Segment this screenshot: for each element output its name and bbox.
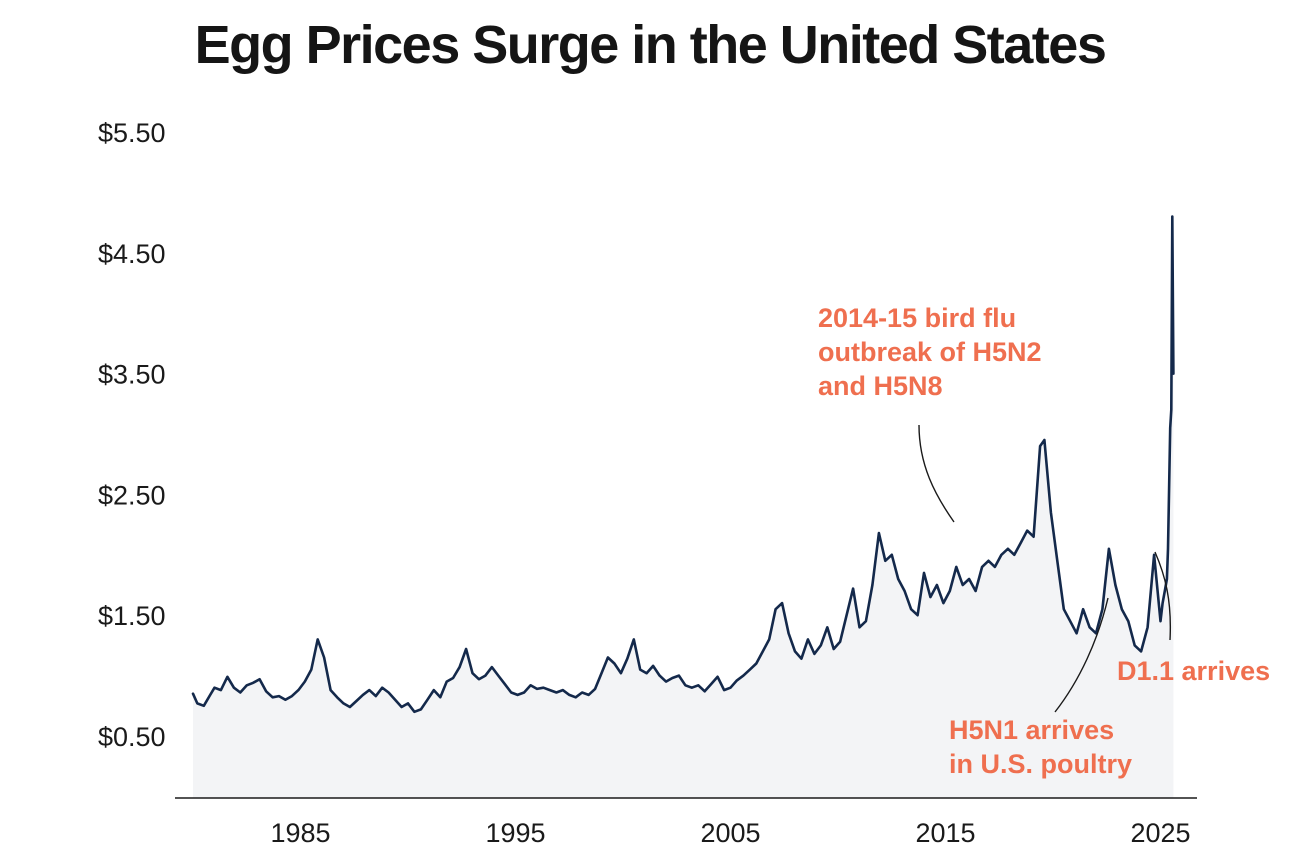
annotation-d11-arrives-text: D1.1 arrives bbox=[1117, 656, 1270, 686]
y-tick-label: $0.50 bbox=[98, 722, 166, 752]
annotation-h5n1-arrives-text: in U.S. poultry bbox=[949, 749, 1132, 779]
x-tick-label: 2015 bbox=[915, 818, 975, 848]
price-area bbox=[193, 216, 1174, 799]
y-tick-label: $4.50 bbox=[98, 239, 166, 269]
x-tick-label: 2005 bbox=[700, 818, 760, 848]
price-line bbox=[191, 215, 1175, 714]
x-tick-label: 1995 bbox=[485, 818, 545, 848]
annotation-2014-15-outbreak-text: and H5N8 bbox=[818, 371, 943, 401]
y-tick-label: $5.50 bbox=[98, 118, 166, 148]
y-tick-label: $3.50 bbox=[98, 360, 166, 390]
chart-title: Egg Prices Surge in the United States bbox=[194, 15, 1107, 75]
y-tick-label: $1.50 bbox=[98, 601, 166, 631]
x-tick-label: 2025 bbox=[1130, 818, 1190, 848]
annotation-2014-15-outbreak-text: outbreak of H5N2 bbox=[818, 337, 1042, 367]
annotation-h5n1-arrives-leader bbox=[1054, 597, 1109, 713]
annotation-2014-15-outbreak-leader bbox=[918, 424, 955, 523]
annotation-h5n1-arrives-text: H5N1 arrives bbox=[949, 715, 1114, 745]
annotation-2014-15-outbreak-text: 2014-15 bird flu bbox=[818, 303, 1016, 333]
annotation-d11-arrives-leader bbox=[1154, 551, 1172, 641]
x-tick-label: 1985 bbox=[270, 818, 330, 848]
y-tick-label: $2.50 bbox=[98, 480, 166, 510]
